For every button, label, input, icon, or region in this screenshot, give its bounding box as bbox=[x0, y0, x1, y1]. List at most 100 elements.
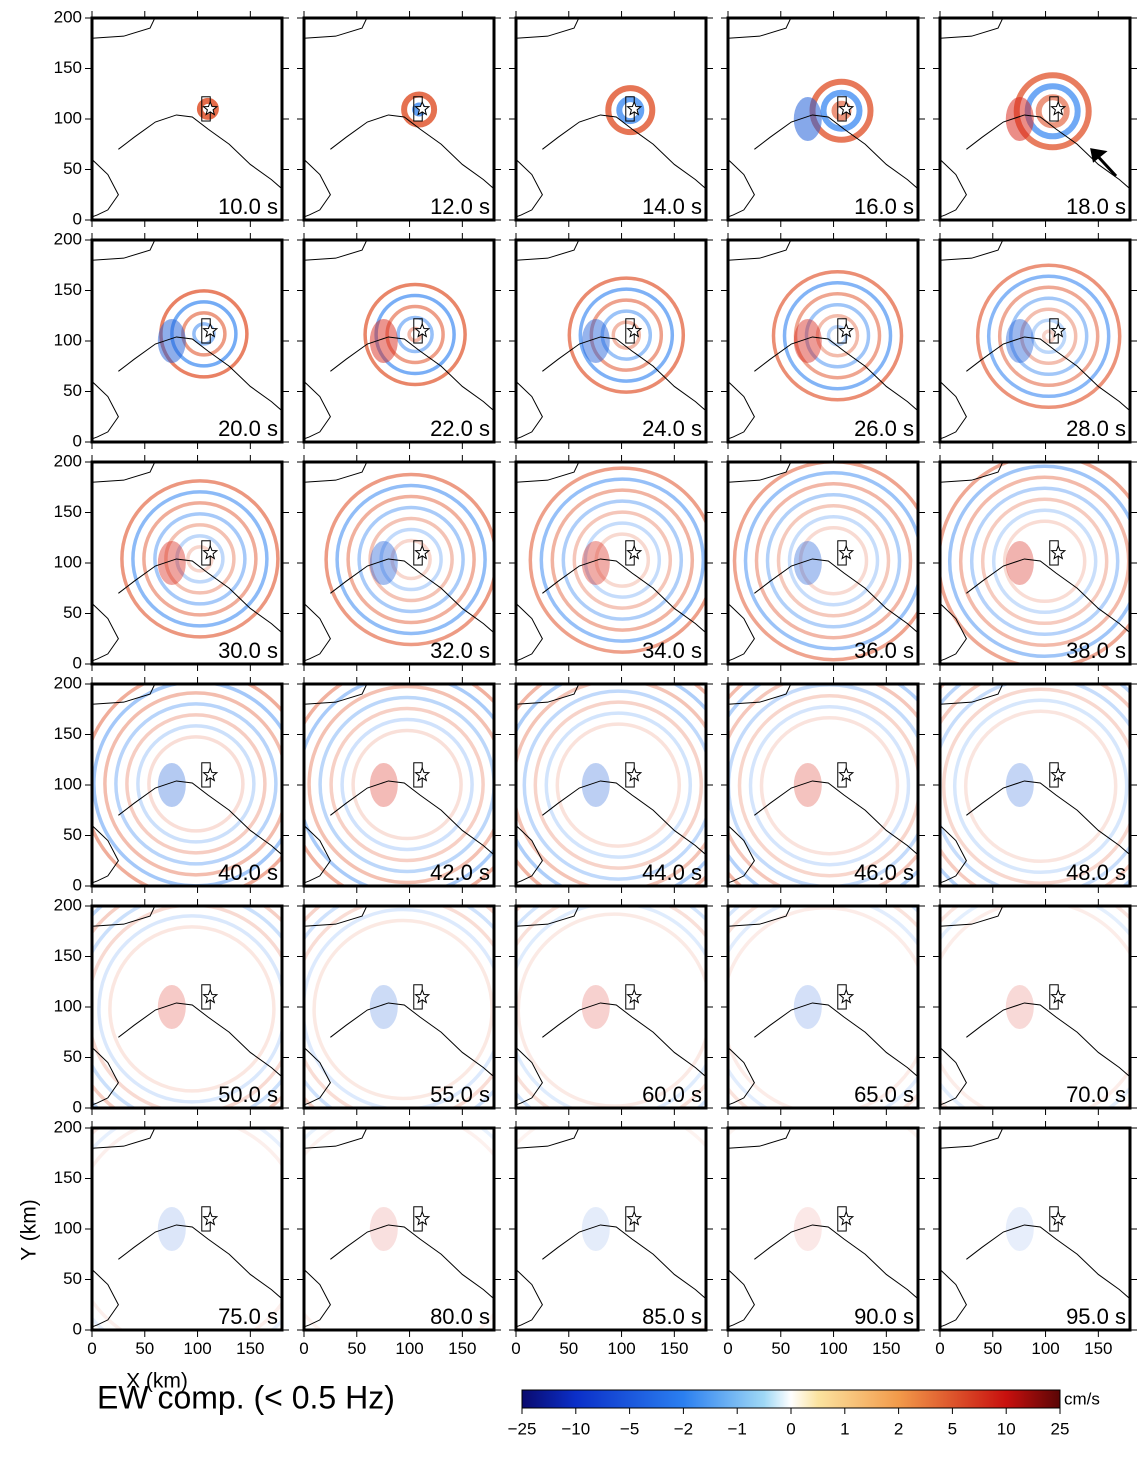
epicenter bbox=[838, 100, 855, 116]
wave-ring bbox=[969, 486, 1120, 637]
x-tick-label: 50 bbox=[771, 1339, 790, 1358]
coastline bbox=[940, 18, 1004, 39]
figure-title: EW comp. (< 0.5 Hz) bbox=[97, 1379, 395, 1415]
wave-ring bbox=[798, 525, 869, 596]
y-tick-label: 150 bbox=[54, 724, 82, 743]
wave-ring bbox=[583, 521, 662, 599]
wave-blob bbox=[581, 319, 610, 363]
wave-blob bbox=[793, 985, 822, 1029]
y-tick-label: 50 bbox=[63, 603, 82, 622]
panel-background bbox=[92, 18, 282, 220]
wave-ring bbox=[1019, 307, 1078, 366]
x-tick-label: 50 bbox=[983, 1339, 1002, 1358]
x-tick-label: 0 bbox=[723, 1339, 732, 1358]
panel bbox=[92, 1128, 282, 1330]
coastline bbox=[516, 684, 580, 705]
coastline bbox=[118, 114, 282, 190]
wave-ring bbox=[776, 503, 891, 618]
y-tick-label: 200 bbox=[54, 7, 82, 26]
coastline bbox=[728, 1269, 755, 1328]
time-label: 75.0 s bbox=[218, 1304, 278, 1329]
coastline bbox=[542, 336, 706, 412]
wave-ring bbox=[732, 462, 918, 662]
time-label: 10.0 s bbox=[218, 194, 278, 219]
epicenter bbox=[414, 766, 431, 782]
coastline bbox=[92, 603, 119, 662]
panel-background bbox=[92, 684, 282, 886]
panel-background bbox=[92, 1128, 282, 1330]
y-tick-label: 150 bbox=[54, 946, 82, 965]
coastline bbox=[940, 1128, 1004, 1149]
coastline bbox=[304, 1047, 331, 1106]
epicenter bbox=[838, 766, 855, 782]
time-label: 34.0 s bbox=[642, 638, 702, 663]
wave-ring bbox=[804, 302, 871, 369]
y-tick-label: 150 bbox=[54, 58, 82, 77]
epicenter bbox=[414, 1210, 431, 1226]
time-label: 16.0 s bbox=[854, 194, 914, 219]
coastline bbox=[754, 1224, 918, 1300]
wave-ring bbox=[164, 523, 236, 595]
epicenter bbox=[1050, 544, 1067, 560]
coastline bbox=[940, 825, 967, 884]
coastline bbox=[542, 780, 706, 856]
y-tick-label: 50 bbox=[63, 159, 82, 178]
panel-background bbox=[516, 1128, 706, 1330]
coastline bbox=[728, 603, 755, 662]
panel bbox=[940, 1128, 1130, 1330]
x-tick-label: 0 bbox=[87, 1339, 96, 1358]
colorbar-tick-label: 10 bbox=[997, 1419, 1016, 1438]
wave-ring bbox=[941, 687, 1130, 886]
wave-blob bbox=[369, 319, 398, 363]
panel bbox=[516, 684, 706, 886]
x-tick-label: 100 bbox=[819, 1339, 847, 1358]
wave-ring bbox=[340, 717, 474, 852]
colorbar-tick-label: −5 bbox=[620, 1419, 639, 1438]
coastline bbox=[304, 18, 368, 39]
wave-ring bbox=[820, 89, 863, 132]
wave-ring bbox=[379, 527, 443, 592]
panel bbox=[304, 906, 494, 1108]
coastline bbox=[304, 684, 368, 705]
wave-ring bbox=[1035, 94, 1070, 129]
wave-ring bbox=[952, 698, 1129, 875]
epicenter bbox=[626, 544, 643, 560]
wave-ring bbox=[120, 479, 280, 639]
wave-ring bbox=[103, 691, 282, 877]
wave-ring bbox=[318, 695, 494, 874]
epicenter bbox=[1050, 322, 1067, 338]
coastline bbox=[940, 603, 967, 662]
wave-ring bbox=[991, 508, 1098, 615]
coastline bbox=[728, 1128, 792, 1149]
wave-ring bbox=[782, 280, 893, 391]
wave-ring bbox=[793, 291, 882, 380]
x-tick-label: 100 bbox=[183, 1339, 211, 1358]
coastline bbox=[304, 906, 368, 927]
y-tick-label: 50 bbox=[63, 1269, 82, 1288]
coastline bbox=[516, 1047, 543, 1106]
wave-ring bbox=[728, 906, 918, 1108]
panel-background bbox=[516, 906, 706, 1108]
coastline bbox=[516, 1128, 580, 1149]
coastline bbox=[516, 825, 543, 884]
x-tick-label: 150 bbox=[660, 1339, 688, 1358]
coastline bbox=[118, 558, 282, 634]
wave-ring bbox=[357, 505, 465, 614]
coastline bbox=[966, 780, 1130, 856]
panel bbox=[92, 240, 282, 442]
coastline bbox=[92, 684, 156, 705]
coastline bbox=[940, 462, 1004, 483]
panel-background bbox=[92, 906, 282, 1108]
wave-ring bbox=[335, 483, 487, 636]
panel-background bbox=[304, 240, 494, 442]
panel-background bbox=[304, 1128, 494, 1330]
epicenter bbox=[1050, 766, 1067, 782]
colorbar-tick-label: 2 bbox=[894, 1419, 903, 1438]
coastline bbox=[542, 558, 706, 634]
wave-ring bbox=[589, 298, 664, 372]
y-tick-label: 100 bbox=[54, 108, 82, 127]
coastline bbox=[754, 1002, 918, 1078]
coastline bbox=[542, 1002, 706, 1078]
x-tick-label: 50 bbox=[135, 1339, 154, 1358]
colorbar-tick-label: 1 bbox=[840, 1419, 849, 1438]
